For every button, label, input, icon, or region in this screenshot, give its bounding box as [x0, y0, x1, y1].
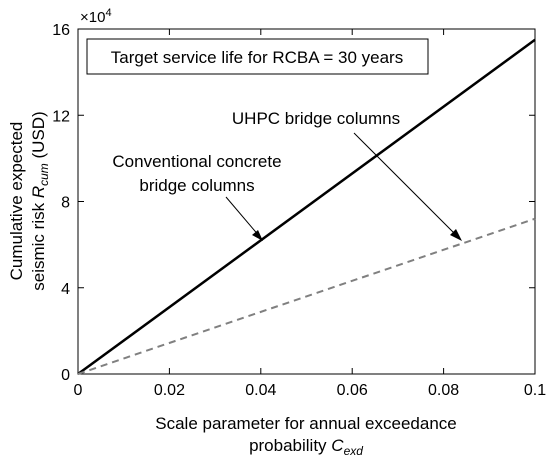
x-tick-label: 0: [74, 382, 83, 399]
y-axis-label-line2: seismic risk Rcum (USD): [29, 111, 51, 290]
series-line-conventional: [77, 38, 536, 376]
x-tick-label: 0.04: [245, 382, 276, 399]
y-tick-label: 12: [52, 108, 70, 125]
arrow-conventional: [225, 196, 261, 238]
x-axis-label-line2: probability Cexd: [249, 436, 363, 458]
x-axis-label-line1: Scale parameter for annual exceedance: [155, 414, 456, 433]
axis-ticks: 0 0.02 0.04 0.06 0.08 0.1 0 4 8 12 16: [52, 22, 546, 399]
y-exponent: ×104: [80, 7, 112, 26]
series-lines: [77, 38, 536, 376]
x-tick-label: 0.08: [428, 382, 459, 399]
y-tick-label: 8: [61, 195, 70, 212]
series-line-uhpc: [77, 217, 536, 375]
y-axis-label-line1: Cumulative expected: [7, 122, 26, 281]
annotation-box: [86, 38, 429, 75]
x-tick-label: 0.06: [337, 382, 368, 399]
plot-area: [77, 28, 536, 375]
series-label-uhpc: UHPC bridge columns: [232, 109, 400, 128]
x-tick-label: 0.02: [154, 382, 185, 399]
arrowhead-uhpc: [450, 229, 462, 241]
annotation-text: Target service life for RCBA = 30 years: [111, 48, 403, 67]
y-tick-label: 16: [52, 22, 70, 39]
y-tick-label: 4: [61, 281, 70, 298]
arrowhead-conventional: [252, 230, 263, 241]
x-tick-label: 0.1: [524, 382, 546, 399]
y-tick-label: 0: [61, 367, 70, 384]
series-label-conventional-line1: Conventional concrete: [112, 152, 281, 171]
series-label-conventional-line2: bridge columns: [139, 176, 254, 195]
arrow-uhpc: [353, 132, 459, 238]
y-axis-label: Cumulative expected seismic risk Rcum (U…: [7, 111, 51, 290]
